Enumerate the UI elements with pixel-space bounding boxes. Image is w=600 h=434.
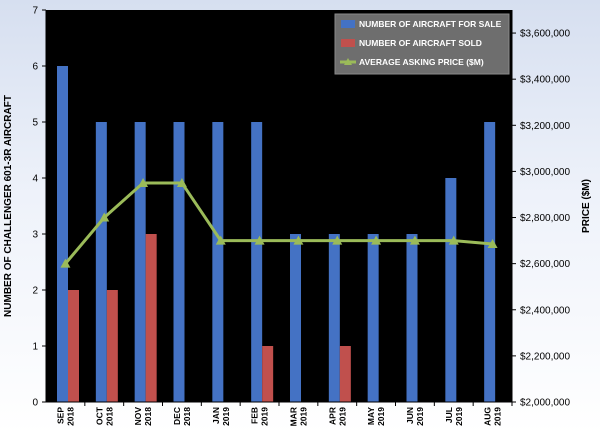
x-tick-label: AUG2019 [483,407,503,426]
price-point [487,239,498,249]
bar-for-sale [212,122,224,402]
plot-area [46,10,512,402]
bar-for-sale [445,178,457,402]
x-tick-label: DEC2018 [172,407,192,426]
right-axis-ticks: $2,000,000 $2,200,000 $2,400,000 $2,600,000… [512,29,570,409]
y2-tick-label: $2,200,000 [520,351,570,362]
price-point [60,258,71,268]
y2-tick-label: $2,400,000 [520,305,570,316]
legend-label: NUMBER OF AIRCRAFT FOR SALE [359,19,502,29]
x-axis-ticks: SEP2018 OCT2018 NOV2018 DEC2018 JAN2019 FEB20… [55,402,513,427]
bar-sold [339,346,351,402]
bar-for-sale [134,122,146,402]
y2-tick-label: $2,000,000 [520,398,570,409]
bar-for-sale [484,122,496,402]
y2-tick-label: $3,600,000 [520,29,570,40]
bar-for-sale [95,122,107,402]
x-tick-label: JUL2019 [444,407,464,426]
bar-for-sale [406,234,418,402]
line-layer [60,177,498,268]
y2-tick-label: $3,400,000 [520,75,570,86]
x-tick-label: APR2019 [327,407,347,426]
price-point [254,235,265,245]
y-tick-label: 0 [32,398,38,409]
y2-tick-label: $2,600,000 [520,259,570,270]
price-line [64,181,493,265]
bar-sold [106,290,118,402]
price-point [332,235,343,245]
price-point [448,235,459,245]
bar-sold [262,346,274,402]
price-point [409,235,420,245]
y2-tick-label: $3,000,000 [520,167,570,178]
x-tick-label: OCT2018 [94,406,114,426]
price-point [293,235,304,245]
legend: NUMBER OF AIRCRAFT FOR SALE NUMBER OF AIR… [334,13,510,75]
legend-swatch [341,20,355,28]
y-tick-label: 2 [32,286,38,297]
bar-for-sale [173,122,185,402]
x-tick-label: MAR2019 [288,407,308,427]
legend-label: NUMBER OF AIRCRAFT SOLD [359,38,482,48]
y2-tick-label: $2,800,000 [520,213,570,224]
legend-box [334,13,510,75]
price-point [99,212,110,222]
x-tick-label: MAY2019 [366,407,386,426]
y-tick-label: 6 [32,62,38,73]
y-tick-label: 5 [32,118,38,129]
bar-for-sale [57,66,68,402]
legend-marker [344,58,352,65]
bar-for-sale [367,234,379,402]
left-axis-ticks: 0 1 2 3 4 5 6 7 [32,6,46,409]
bars-layer [57,66,496,402]
price-point [215,235,226,245]
legend-swatch [341,39,355,47]
bar-sold [68,290,79,402]
x-tick-label: NOV2018 [133,407,153,426]
bar-for-sale [290,234,301,402]
x-tick-label: JUN2019 [405,407,425,426]
y-tick-label: 1 [32,342,38,353]
y2-axis-title: PRICE ($M) [581,179,592,233]
price-point [138,177,149,187]
y-tick-label: 7 [32,6,38,17]
x-tick-label: SEP2018 [55,407,75,426]
x-tick-label: JAN2019 [211,407,231,426]
legend-label: AVERAGE ASKING PRICE ($M) [359,57,484,67]
bar-sold [145,234,157,402]
bar-for-sale [328,234,340,402]
y-tick-label: 3 [32,230,38,241]
y-tick-label: 4 [32,174,38,185]
bar-for-sale [251,122,263,402]
price-point [176,177,187,187]
y-axis-title: NUMBER OF CHALLENGER 601-3R AIRCRAFT [3,95,14,317]
y2-tick-label: $3,200,000 [520,121,570,132]
price-point [371,235,382,245]
x-tick-label: FEB2019 [250,407,270,426]
